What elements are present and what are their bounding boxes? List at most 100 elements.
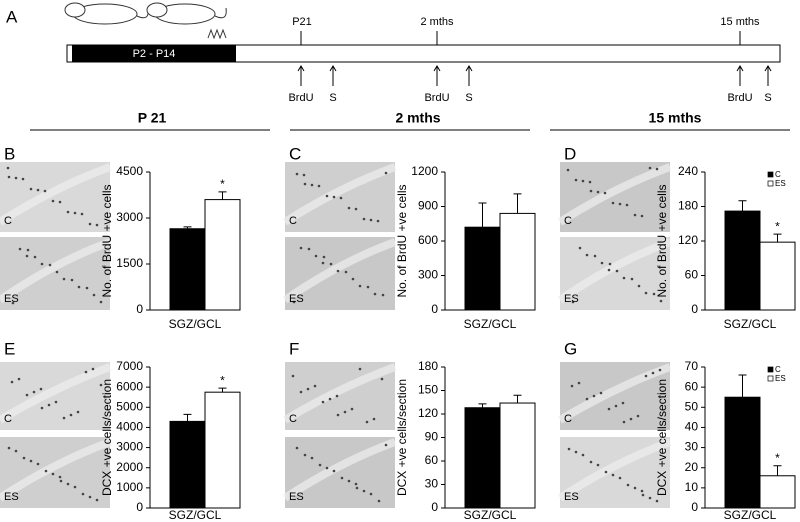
bar bbox=[464, 407, 501, 509]
cell bbox=[85, 286, 89, 290]
y-tick-label: 6000 bbox=[116, 379, 143, 393]
micrograph-label: ES bbox=[289, 293, 304, 305]
y-tick-label: 60 bbox=[685, 268, 699, 282]
bar bbox=[464, 226, 501, 311]
cell bbox=[633, 213, 637, 217]
micrograph-label: C bbox=[4, 413, 12, 425]
cell bbox=[376, 219, 380, 223]
cell bbox=[302, 173, 306, 177]
cell bbox=[588, 180, 592, 184]
cell bbox=[618, 476, 622, 480]
cell bbox=[578, 246, 582, 250]
bar bbox=[759, 475, 796, 509]
cell bbox=[310, 456, 314, 460]
bar bbox=[499, 212, 536, 311]
cell bbox=[29, 187, 33, 191]
y-tick-label: 20 bbox=[685, 460, 699, 474]
cell bbox=[299, 246, 303, 250]
x-tick-label: SGZ/GCL bbox=[724, 317, 777, 331]
cell bbox=[336, 413, 340, 417]
column-header: 15 mths bbox=[649, 110, 702, 126]
cell bbox=[299, 390, 303, 394]
cell bbox=[604, 470, 608, 474]
cell bbox=[596, 463, 600, 467]
cell bbox=[21, 177, 25, 181]
cell bbox=[622, 276, 626, 280]
y-tick-label: 4000 bbox=[116, 420, 143, 434]
micrograph-band bbox=[0, 238, 112, 304]
marker-label: BrdU bbox=[727, 92, 752, 104]
cell bbox=[317, 184, 321, 188]
cell bbox=[611, 201, 615, 205]
cell bbox=[633, 486, 637, 490]
y-axis-label: DCX +ve cells/section bbox=[655, 379, 669, 496]
error-bar bbox=[478, 403, 487, 408]
y-axis-label: DCX +ve cells/section bbox=[395, 379, 409, 496]
cell bbox=[80, 212, 84, 216]
timepoint-label: 2 mths bbox=[420, 16, 454, 28]
x-tick-label: SGZ/GCL bbox=[464, 508, 517, 522]
cell bbox=[373, 292, 377, 296]
cell bbox=[66, 482, 70, 486]
y-tick-label: 3000 bbox=[116, 440, 143, 454]
cell bbox=[14, 176, 18, 180]
y-tick-label: 0 bbox=[691, 302, 698, 316]
cell bbox=[95, 498, 99, 502]
column-header: 2 mths bbox=[395, 110, 440, 126]
cell bbox=[380, 377, 384, 381]
micrograph-band bbox=[0, 363, 112, 424]
cell bbox=[384, 171, 388, 175]
cell bbox=[336, 269, 340, 273]
cell bbox=[567, 447, 571, 451]
cell bbox=[369, 492, 373, 496]
cell bbox=[7, 446, 11, 450]
cell bbox=[599, 391, 603, 395]
cell bbox=[51, 472, 55, 476]
cell bbox=[362, 217, 366, 221]
micrograph-label: C bbox=[564, 215, 572, 227]
y-tick-label: 30 bbox=[685, 440, 699, 454]
micrograph-band bbox=[282, 163, 397, 226]
arrow-head bbox=[736, 65, 744, 72]
cell bbox=[355, 486, 359, 490]
cell bbox=[25, 393, 29, 397]
cell bbox=[640, 214, 644, 218]
cell bbox=[36, 462, 40, 466]
cell bbox=[314, 254, 318, 258]
legend-label: C bbox=[775, 365, 781, 374]
cell bbox=[570, 384, 574, 388]
error-bar bbox=[478, 202, 487, 228]
cell bbox=[99, 300, 103, 304]
error-bar bbox=[218, 191, 227, 200]
cell bbox=[329, 262, 333, 266]
y-tick-label: 60 bbox=[685, 379, 699, 393]
cell bbox=[354, 207, 358, 211]
cell bbox=[354, 482, 358, 486]
panel-letter: C bbox=[289, 144, 301, 163]
cell bbox=[362, 489, 366, 493]
cell bbox=[651, 371, 655, 375]
cell bbox=[648, 166, 652, 170]
y-tick-label: 0 bbox=[136, 302, 143, 316]
bar bbox=[499, 402, 536, 509]
legend-swatch bbox=[767, 375, 774, 382]
cell bbox=[7, 175, 11, 179]
cell bbox=[384, 443, 388, 447]
cell bbox=[55, 270, 59, 274]
cell bbox=[292, 300, 296, 304]
cell bbox=[566, 168, 570, 172]
y-tick-label: 1500 bbox=[116, 256, 143, 270]
cell bbox=[347, 479, 351, 483]
y-tick-label: 120 bbox=[418, 406, 438, 420]
cell bbox=[321, 261, 325, 265]
cell bbox=[358, 367, 362, 371]
panel-letter: G bbox=[564, 339, 577, 358]
cell bbox=[347, 206, 351, 210]
cell bbox=[629, 417, 633, 421]
error-bar bbox=[183, 413, 192, 422]
x-tick-label: SGZ/GCL bbox=[169, 508, 222, 522]
cell bbox=[325, 194, 329, 198]
bar bbox=[204, 391, 241, 509]
cell bbox=[626, 483, 630, 487]
error-bar bbox=[773, 465, 782, 476]
